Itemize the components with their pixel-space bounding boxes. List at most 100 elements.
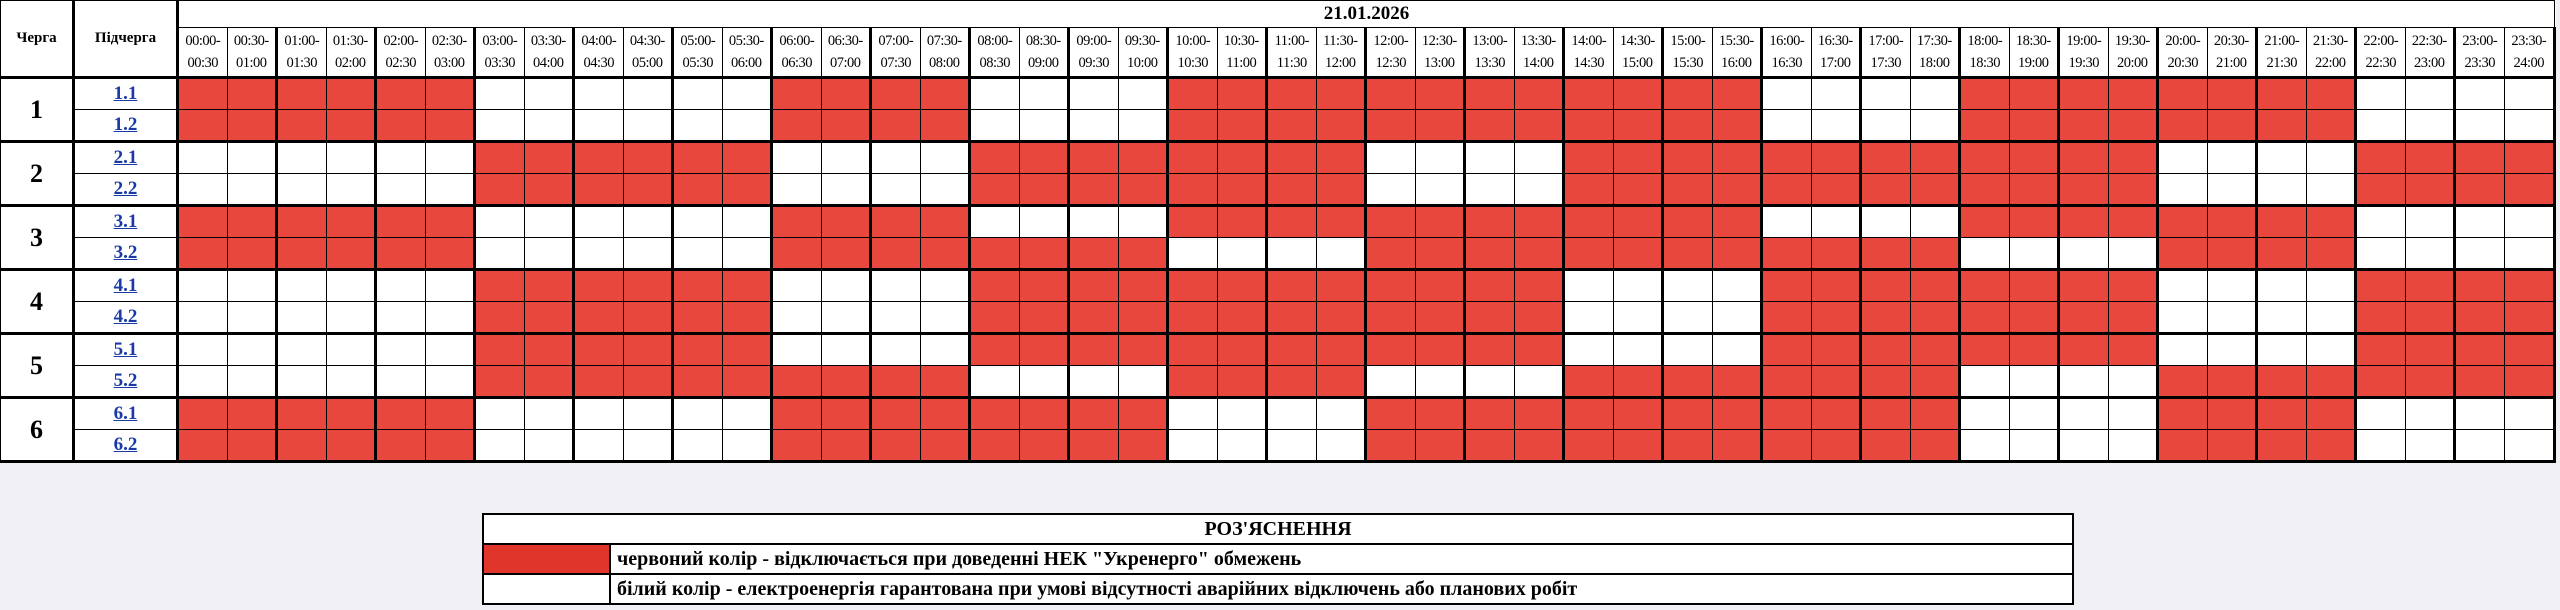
slot-cell: [622, 205, 675, 238]
slot-cell: [1959, 141, 2010, 174]
slot-cell: [2107, 77, 2160, 110]
slot-cell: [1662, 429, 1713, 463]
slot-cell: [1365, 109, 1416, 143]
slot-cell: [1761, 109, 1812, 143]
slot-cell: [672, 237, 723, 271]
slot-cell: [1464, 397, 1515, 430]
slot-cell: [969, 333, 1020, 366]
slot-cell: [2503, 365, 2557, 399]
slot-cell: [1662, 205, 1713, 238]
slot-cell: [1909, 109, 1962, 143]
slot-start: 08:00-: [977, 33, 1013, 49]
slot-cell: [2008, 205, 2061, 238]
slot-cell: [2355, 269, 2406, 302]
slot-cell: [1959, 365, 2010, 399]
slot-cell: [1266, 109, 1317, 143]
slot-cell: [2008, 173, 2061, 207]
subqueue-link[interactable]: 5.2: [113, 370, 138, 391]
slot-cell: [771, 301, 822, 335]
slot-cell: [2355, 397, 2406, 430]
subqueue-link[interactable]: 3.2: [113, 242, 138, 263]
slot-start: 17:30-: [1916, 33, 1952, 49]
slot-cell: [1662, 77, 1713, 110]
slot-cell: [424, 205, 477, 238]
slot-cell: [919, 429, 972, 463]
subqueue-link[interactable]: 4.2: [113, 306, 138, 327]
slot-cell: [2256, 301, 2307, 335]
slot-cell: [2107, 205, 2160, 238]
slot-cell: [1563, 397, 1614, 430]
slot-end: 22:00: [2315, 55, 2346, 71]
slot-cell: [969, 269, 1020, 302]
slot-start: 18:30-: [2015, 33, 2051, 49]
slot-cell: [1464, 109, 1515, 143]
slot-cell: [1365, 237, 1416, 271]
slot-cell: [721, 237, 774, 271]
subqueue-link[interactable]: 1.2: [113, 114, 138, 135]
slot-header: 18:00- 18:30: [1959, 27, 2010, 79]
slot-cell: [523, 429, 576, 463]
slot-cell: [1315, 301, 1368, 335]
subqueue-link[interactable]: 4.1: [113, 275, 138, 296]
slot-cell: [870, 205, 921, 238]
slot-cell: [573, 397, 624, 430]
slot-end: 01:00: [236, 55, 267, 71]
subqueue-link[interactable]: 1.1: [113, 83, 138, 104]
slot-cell: [1167, 173, 1218, 207]
slot-cell: [1711, 237, 1764, 271]
slot-cell: [1513, 141, 1566, 174]
header-row: Черга Підчерга 21.01.2026: [0, 0, 2555, 79]
slot-end: 05:30: [682, 55, 714, 71]
slot-cell: [276, 109, 327, 143]
queue-header: Черга: [0, 0, 75, 79]
slot-cell: [523, 141, 576, 174]
slot-end: 16:30: [1771, 55, 1803, 71]
subqueue-link[interactable]: 6.1: [113, 403, 138, 424]
slot-cell: [771, 141, 822, 174]
slot-start: 21:30-: [2312, 33, 2348, 49]
slot-start: 02:00-: [383, 33, 419, 49]
slot-header: 22:30- 23:00: [2404, 27, 2457, 79]
subqueue-link[interactable]: 3.1: [113, 211, 138, 232]
slot-cell: [1959, 205, 2010, 238]
slot-cell: [226, 173, 279, 207]
slot-cell: [1711, 397, 1764, 430]
slot-cell: [721, 141, 774, 174]
slot-cell: [969, 109, 1020, 143]
slot-cell: [2503, 397, 2557, 430]
slot-cell: [2206, 77, 2259, 110]
slot-cell: [276, 301, 327, 335]
slot-cell: [1909, 77, 1962, 110]
slot-cell: [2454, 77, 2505, 110]
subqueue-link[interactable]: 2.2: [113, 178, 138, 199]
slot-cell: [1068, 301, 1119, 335]
slot-end: 09:00: [1028, 55, 1059, 71]
slot-cell: [1909, 173, 1962, 207]
slot-cell: [1662, 333, 1713, 366]
slot-start: 01:00-: [284, 33, 320, 49]
slot-header: 16:00- 16:30: [1761, 27, 1812, 79]
subqueue-link[interactable]: 5.1: [113, 339, 138, 360]
slot-cell: [375, 173, 426, 207]
slot-cell: [622, 301, 675, 335]
slot-cell: [1315, 269, 1368, 302]
slot-cell: [1266, 429, 1317, 463]
slot-cell: [870, 173, 921, 207]
slot-cell: [375, 365, 426, 399]
slot-cell: [1860, 301, 1911, 335]
slot-end: 23:00: [2414, 55, 2445, 71]
subqueue-row: 3.2: [1, 237, 2557, 271]
slot-cell: [721, 77, 774, 110]
subqueue-link[interactable]: 2.1: [113, 147, 138, 168]
subqueue-cell: 1.2: [72, 109, 180, 143]
slot-cell: [375, 109, 426, 143]
slot-end: 10:00: [1127, 55, 1158, 71]
slot-cell: [771, 77, 822, 110]
slot-cell: [969, 77, 1020, 110]
subqueue-link[interactable]: 6.2: [113, 434, 138, 455]
slot-end: 04:00: [533, 55, 564, 71]
slot-end: 18:00: [1919, 55, 1950, 71]
slot-cell: [1711, 301, 1764, 335]
slot-end: 08:00: [929, 55, 960, 71]
slot-end: 15:00: [1622, 55, 1653, 71]
